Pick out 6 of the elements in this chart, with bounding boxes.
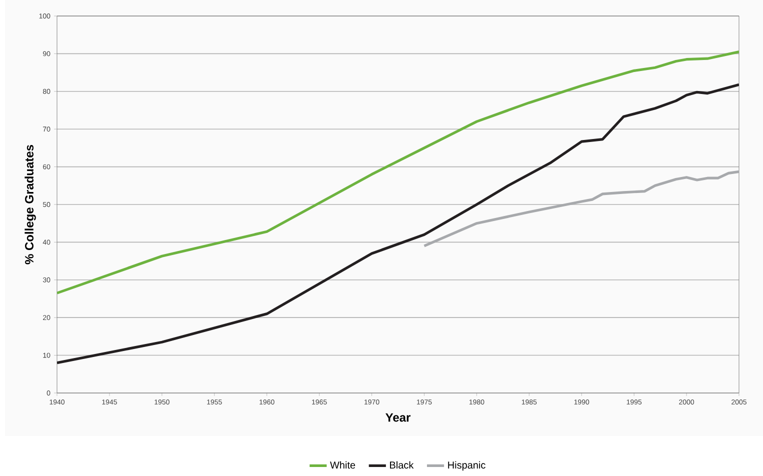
line-series bbox=[57, 50, 739, 294]
x-axis-title: Year bbox=[386, 413, 410, 422]
legend-label: Hispanic bbox=[448, 461, 486, 471]
legend-label: Black bbox=[390, 461, 414, 469]
legend-label: White bbox=[330, 461, 356, 469]
y-axis-title: % College Graduates bbox=[24, 144, 36, 264]
